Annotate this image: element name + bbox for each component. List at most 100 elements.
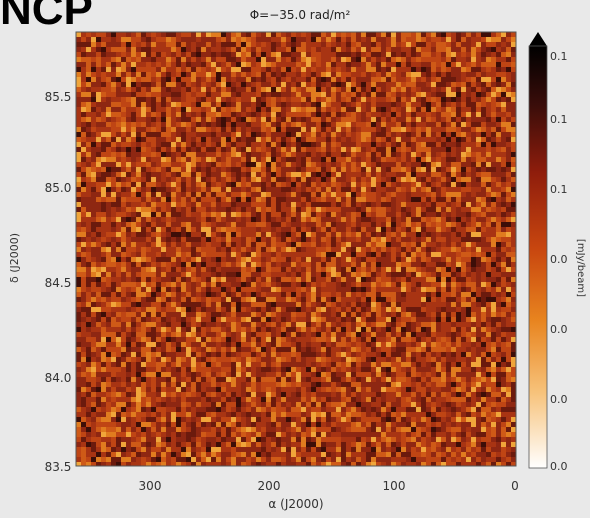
heatmap-cell [151,177,156,182]
heatmap-cell [341,142,346,147]
heatmap-cell [176,42,181,47]
heatmap-cell [471,37,476,42]
heatmap-cell [366,127,371,132]
heatmap-cell [406,87,411,92]
heatmap-cell [171,277,176,282]
heatmap-cell [81,297,86,302]
heatmap-cell [251,37,256,42]
heatmap-cell [96,202,101,207]
heatmap-cell [331,122,336,127]
heatmap-cell [126,132,131,137]
heatmap-cell [486,57,491,62]
heatmap-cell [106,267,111,272]
heatmap-cell [366,252,371,257]
heatmap-cell [126,202,131,207]
heatmap-cell [396,207,401,212]
heatmap-cell [186,237,191,242]
heatmap-cell [406,217,411,222]
chart-title: Φ=−35.0 rad/m² [249,8,351,22]
heatmap-cell [476,62,481,67]
heatmap-cell [146,72,151,77]
heatmap-cell [241,37,246,42]
heatmap-cell [131,227,136,232]
heatmap-cell [106,42,111,47]
heatmap-cell [231,287,236,292]
heatmap-cell [101,122,106,127]
heatmap-cell [441,57,446,62]
heatmap-cell [326,152,331,157]
heatmap-cell [231,167,236,172]
heatmap-cell [256,57,261,62]
heatmap-cell [176,62,181,67]
heatmap-cell [426,287,431,292]
heatmap-cell [366,297,371,302]
heatmap-cell [236,247,241,252]
heatmap-cell [326,32,331,37]
heatmap-cell [396,62,401,67]
heatmap-cell [246,137,251,142]
heatmap-cell [321,312,326,317]
heatmap-cell [331,127,336,132]
heatmap-cell [486,172,491,177]
heatmap-cell [416,182,421,187]
heatmap-cell [461,277,466,282]
heatmap-cell [336,197,341,202]
heatmap-cell [171,82,176,87]
heatmap-cell [156,292,161,297]
heatmap-cell [146,107,151,112]
heatmap-cell [126,252,131,257]
heatmap-cell [166,172,171,177]
heatmap-cell [426,147,431,152]
heatmap-cell [366,307,371,312]
heatmap-cell [141,272,146,277]
heatmap-cell [291,32,296,37]
heatmap-cell [411,112,416,117]
heatmap-cell [416,57,421,62]
heatmap-cell [351,177,356,182]
heatmap-cell [266,292,271,297]
heatmap-cell [251,147,256,152]
heatmap-cell [236,232,241,237]
heatmap-cell [216,277,221,282]
heatmap-cell [411,52,416,57]
heatmap-cell [366,257,371,262]
heatmap-cell [116,117,121,122]
heatmap-cell [306,67,311,72]
heatmap-cell [76,112,81,117]
heatmap-cell [476,112,481,117]
heatmap-cell [261,152,266,157]
heatmap-cell [361,167,366,172]
heatmap-cell [461,152,466,157]
heatmap-cell [421,72,426,77]
heatmap-cell [91,237,96,242]
heatmap-cell [141,277,146,282]
heatmap-cell [241,82,246,87]
heatmap-cell [216,292,221,297]
heatmap-cell [176,97,181,102]
heatmap-cell [506,57,511,62]
heatmap-cell [511,242,516,247]
heatmap-cell [166,297,171,302]
heatmap-cell [376,182,381,187]
heatmap-cell [311,167,316,172]
heatmap-cell [496,212,501,217]
heatmap-cell [396,142,401,147]
heatmap-cell [291,62,296,67]
heatmap-cell [331,187,336,192]
heatmap-cell [216,72,221,77]
heatmap-cell [116,62,121,67]
heatmap-cell [416,122,421,127]
heatmap-cell [331,292,336,297]
heatmap-cell [286,162,291,167]
heatmap-cell [266,272,271,277]
heatmap-cell [436,97,441,102]
heatmap-cell [191,197,196,202]
heatmap-cell [391,302,396,307]
heatmap-cell [361,282,366,287]
heatmap-cell [386,57,391,62]
heatmap-cell [226,177,231,182]
heatmap-cell [226,247,231,252]
heatmap-cell [261,57,266,62]
heatmap-cell [161,157,166,162]
heatmap-cell [131,82,136,87]
